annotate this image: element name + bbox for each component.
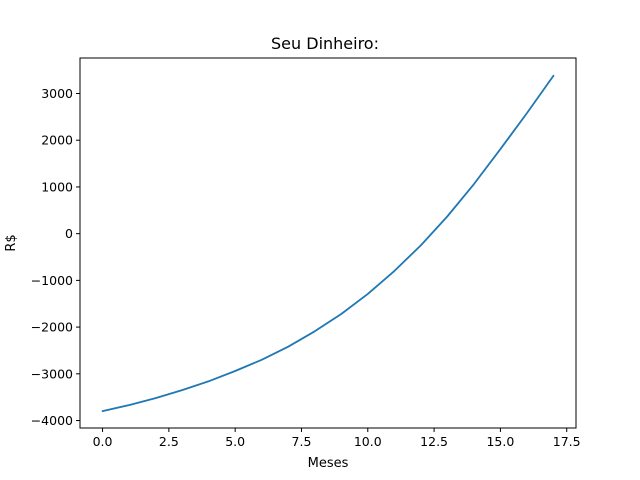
y-tick-label: 1000 bbox=[41, 179, 73, 194]
plot-area-frame bbox=[79, 57, 577, 429]
y-axis-label: R$ bbox=[4, 234, 19, 251]
y-tick-label: 0 bbox=[65, 226, 73, 241]
x-tick-label: 17.5 bbox=[553, 434, 581, 449]
y-tick-label: −1000 bbox=[31, 273, 73, 288]
series-line-0 bbox=[101, 74, 555, 413]
y-tick-label: 3000 bbox=[41, 86, 73, 101]
x-tick-label: 15.0 bbox=[486, 434, 514, 449]
series-layer bbox=[101, 74, 555, 413]
x-tick-label: 5.0 bbox=[225, 434, 245, 449]
x-tick-label: 10.0 bbox=[354, 434, 382, 449]
x-tick-label: 12.5 bbox=[420, 434, 448, 449]
chart-title: Seu Dinheiro: bbox=[271, 34, 379, 53]
x-tick-label: 0.0 bbox=[93, 434, 113, 449]
x-axis-ticks: 0.0 2.5 5.0 7.5 10.0 12.5 15.0 17.5 bbox=[93, 428, 581, 449]
y-tick-label: −2000 bbox=[31, 320, 73, 335]
y-tick-label: −3000 bbox=[31, 366, 73, 381]
y-axis-ticks: −4000 −3000 −2000 −1000 0 1000 2000 3000 bbox=[31, 86, 80, 428]
y-tick-label: 2000 bbox=[41, 133, 73, 148]
x-axis-label: Meses bbox=[308, 456, 349, 471]
x-tick-label: 2.5 bbox=[159, 434, 179, 449]
y-tick-label: −4000 bbox=[31, 413, 73, 428]
x-tick-label: 7.5 bbox=[292, 434, 312, 449]
